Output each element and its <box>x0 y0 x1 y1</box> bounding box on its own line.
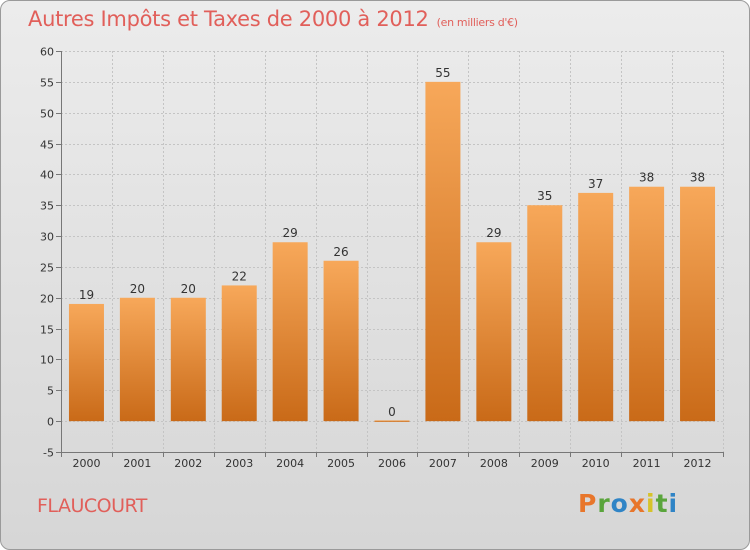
y-tick-label: 55 <box>40 77 54 90</box>
data-label-2006: 0 <box>388 405 396 419</box>
data-label-2008: 29 <box>486 226 501 240</box>
y-tick-label: 40 <box>40 169 54 182</box>
chart-title: Autres Impôts et Taxes de 2000 à 2012 (en… <box>28 7 518 31</box>
logo-letter: x <box>628 489 646 518</box>
x-tick-label-2012: 2012 <box>684 457 712 470</box>
chart-unit: (en milliers d'€) <box>436 16 518 29</box>
place-name: FLAUCOURT <box>37 495 147 517</box>
bar-2007 <box>425 81 461 422</box>
y-tick-label: 20 <box>40 293 54 306</box>
x-tick-label-2011: 2011 <box>633 457 661 470</box>
logo-letter: i <box>646 489 656 518</box>
bar-2004 <box>272 242 308 422</box>
data-label-2011: 38 <box>639 171 654 185</box>
logo-letter: P <box>578 489 598 518</box>
y-tick-label: 10 <box>40 354 54 367</box>
logo-letter: r <box>597 489 611 518</box>
y-tick-label: 15 <box>40 324 54 337</box>
grid-lines <box>61 51 724 453</box>
y-tick-label: 25 <box>40 262 54 275</box>
y-tick-label: 0 <box>47 416 54 429</box>
x-tick-label-2008: 2008 <box>480 457 508 470</box>
bar-2008 <box>476 242 512 422</box>
chart-title-text: Autres Impôts et Taxes de 2000 à 2012 <box>28 7 429 31</box>
bar-2001 <box>119 297 155 422</box>
labels: -5 0 5 10 15 20 25 30 35 40 45 50 55 60 19 2000 20 2001 20… <box>40 46 712 471</box>
x-tick-label-2009: 2009 <box>531 457 559 470</box>
y-tick-label: 45 <box>40 139 54 152</box>
proxiti-logo: Proxiti <box>578 489 678 518</box>
data-label-2012: 38 <box>690 171 705 185</box>
bar-2003 <box>221 285 257 422</box>
data-label-2010: 37 <box>588 177 603 191</box>
bar-2010 <box>578 192 614 422</box>
data-label-2000: 19 <box>79 288 94 302</box>
data-label-2001: 20 <box>130 282 145 296</box>
y-tick-label: 50 <box>40 108 54 121</box>
bar-2002 <box>170 297 206 422</box>
bar-2006 <box>374 420 410 422</box>
data-label-2009: 35 <box>537 189 552 203</box>
logo-letter: o <box>610 489 629 518</box>
y-tick-label: -5 <box>43 447 54 460</box>
x-tick-label-2002: 2002 <box>174 457 202 470</box>
data-label-2004: 29 <box>283 226 298 240</box>
x-tick-label-2004: 2004 <box>276 457 304 470</box>
logo-letter: t <box>655 489 669 518</box>
x-tick-label-2007: 2007 <box>429 457 457 470</box>
x-tick-label-2000: 2000 <box>72 457 100 470</box>
x-tick-label-2010: 2010 <box>582 457 610 470</box>
logo-letter: i <box>668 489 679 518</box>
y-tick-label: 35 <box>40 200 54 213</box>
x-tick-label-2005: 2005 <box>327 457 355 470</box>
data-label-2003: 22 <box>232 269 247 283</box>
x-tick-label-2003: 2003 <box>225 457 253 470</box>
data-label-2007: 55 <box>435 66 450 80</box>
bar-2012 <box>680 186 716 422</box>
x-tick-label-2001: 2001 <box>123 457 151 470</box>
bar-2005 <box>323 260 359 422</box>
x-tick-label-2006: 2006 <box>378 457 406 470</box>
bar-2009 <box>527 205 563 422</box>
bar-2000 <box>68 303 104 422</box>
data-label-2002: 20 <box>181 282 196 296</box>
y-tick-label: 30 <box>40 231 54 244</box>
bar-2011 <box>629 186 665 422</box>
axes <box>56 51 724 457</box>
data-label-2005: 26 <box>333 245 348 259</box>
y-tick-label: 60 <box>40 46 54 59</box>
bars <box>68 81 716 422</box>
y-tick-label: 5 <box>47 385 54 398</box>
